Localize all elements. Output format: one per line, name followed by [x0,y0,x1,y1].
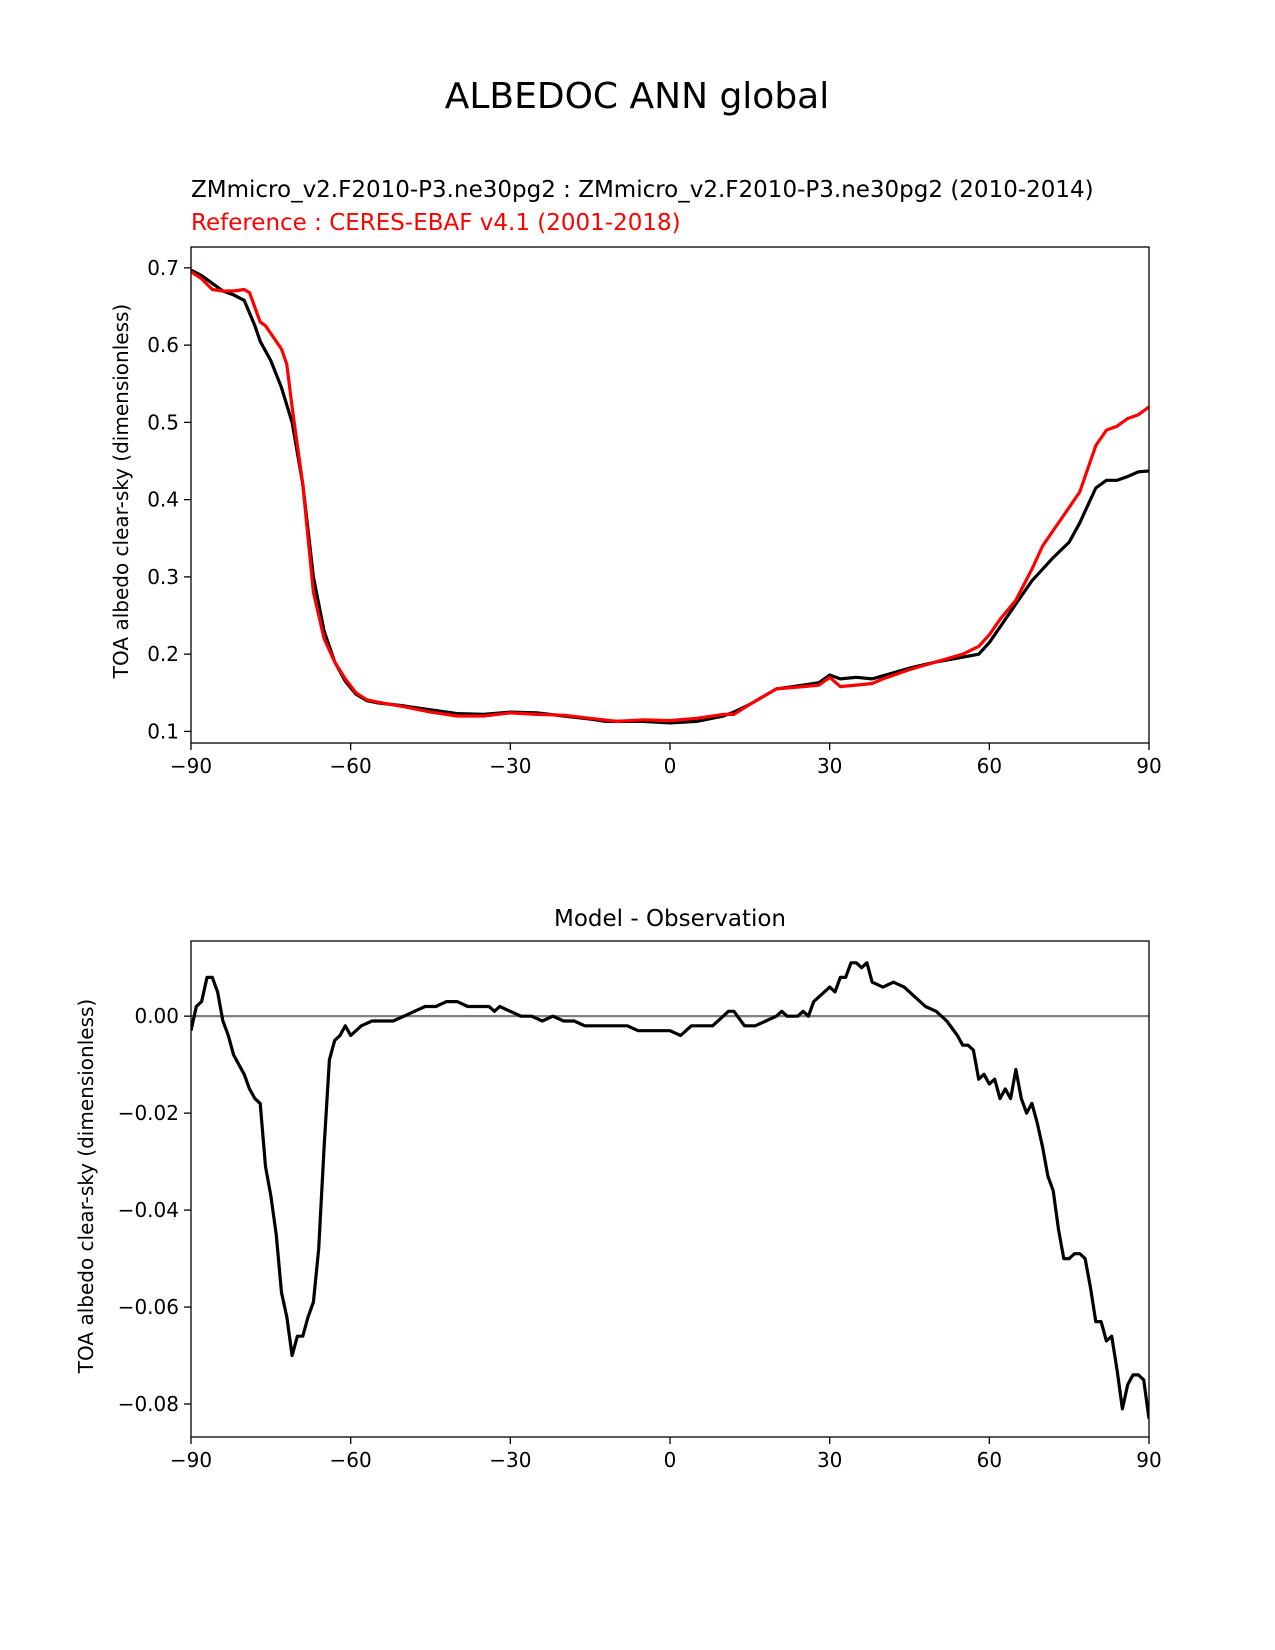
bottom-panel-plot-area: −90 −60 −30 0 30 60 90 0.00 −0.02 −0.04 −0.06 −0.08 [118,940,1162,1472]
bottom-x-tick-label: 60 [977,1448,1002,1472]
top-series-line-0 [191,268,1149,725]
figure-title: ALBEDOC ANN global [445,76,830,117]
top-panel-y-axis-label: TOA albedo clear-sky (dimensionless) [109,304,133,679]
bottom-x-tick-label: 0 [664,1448,677,1472]
bottom-x-tick-label: 30 [817,1448,842,1472]
top-y-tick-label: 0.6 [147,333,179,357]
bottom-series-line-0 [191,961,1149,1419]
bottom-panel-y-axis-label: TOA albedo clear-sky (dimensionless) [74,999,98,1374]
bottom-y-tick-label: −0.06 [118,1295,179,1319]
top-panel-title: ZMmicro_v2.F2010-P3.ne30pg2 : ZMmicro_v2… [191,177,1094,203]
bottom-x-tick-label: −30 [489,1448,531,1472]
top-panel-plot-area: −90 −60 −30 0 30 60 90 0.1 0.2 0.3 0.4 0.5 0.6 0.7 [147,246,1162,778]
top-y-tick-label: 0.7 [147,256,179,280]
bottom-y-tick-label: −0.04 [118,1198,179,1222]
top-panel-subtitle: Reference : CERES-EBAF v4.1 (2001-2018) [191,210,681,236]
top-panel: ZMmicro_v2.F2010-P3.ne30pg2 : ZMmicro_v2… [109,177,1162,778]
top-x-tick-label: 60 [977,754,1002,778]
top-y-tick-label: 0.5 [147,410,179,434]
top-y-tick-label: 0.1 [147,719,179,743]
top-x-tick-label: 0 [664,754,677,778]
top-x-tick-label: −90 [170,754,212,778]
top-x-tick-label: −30 [489,754,531,778]
bottom-x-tick-label: 90 [1136,1448,1161,1472]
top-x-tick-label: −60 [330,754,372,778]
top-y-tick-label: 0.2 [147,642,179,666]
top-axes-frame [190,246,1150,744]
top-y-tick-label: 0.3 [147,565,179,589]
bottom-x-tick-label: −90 [170,1448,212,1472]
bottom-y-tick-label: −0.02 [118,1101,179,1125]
top-x-tick-label: 90 [1136,754,1161,778]
bottom-y-tick-label: −0.08 [118,1392,179,1416]
top-x-tick-label: 30 [817,754,842,778]
bottom-panel: Model - Observation TOA albedo clear-sky… [74,906,1162,1472]
bottom-panel-title: Model - Observation [554,906,786,932]
bottom-x-tick-label: −60 [330,1448,372,1472]
top-y-tick-label: 0.4 [147,488,179,512]
bottom-y-tick-label: 0.00 [134,1004,179,1028]
top-series-line-1 [191,270,1149,724]
